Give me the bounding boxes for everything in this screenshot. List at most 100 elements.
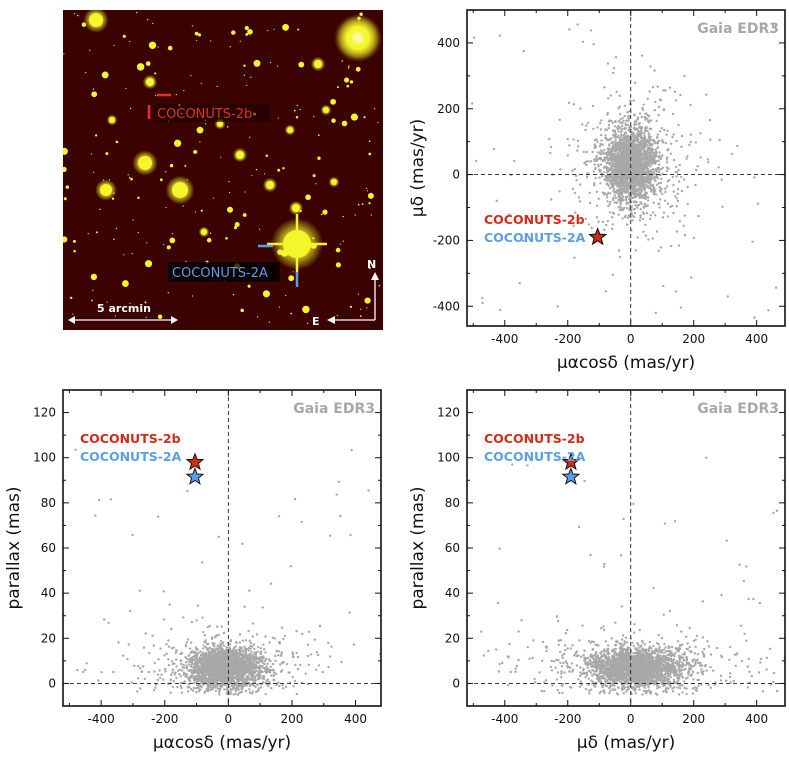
scatter-point bbox=[603, 148, 606, 152]
scatter-point bbox=[640, 54, 644, 57]
scatter-point bbox=[642, 186, 645, 189]
scatter-point bbox=[682, 178, 686, 181]
scatter-point bbox=[631, 168, 634, 171]
scatter-point bbox=[179, 681, 183, 685]
scatter-point bbox=[264, 635, 267, 638]
scatter-point bbox=[627, 175, 630, 178]
scatter-outlier bbox=[736, 144, 739, 148]
scatter-point bbox=[182, 663, 185, 666]
scatter-point bbox=[198, 678, 201, 681]
sky-star bbox=[165, 171, 167, 173]
scatter-point bbox=[631, 214, 634, 217]
scatter-point bbox=[617, 136, 620, 139]
scatter-outlier bbox=[550, 198, 553, 201]
scatter-outlier bbox=[513, 159, 516, 163]
scatter-point bbox=[619, 118, 622, 121]
y-tick-label: -400 bbox=[433, 299, 460, 313]
sky-star bbox=[92, 88, 95, 90]
scatter-point bbox=[638, 151, 641, 155]
scatter-point bbox=[195, 674, 198, 678]
scatter-point bbox=[261, 662, 265, 665]
scatter-point bbox=[620, 164, 623, 167]
scatter-point bbox=[640, 187, 643, 190]
scatter-point bbox=[617, 189, 621, 192]
scatter-point bbox=[649, 214, 652, 217]
scatter-point bbox=[592, 170, 596, 173]
scatter-point bbox=[603, 171, 606, 174]
sky-star bbox=[73, 250, 76, 253]
scatter-point bbox=[651, 237, 654, 240]
scatter-point bbox=[596, 126, 599, 129]
sky-star bbox=[357, 203, 360, 206]
scatter-point bbox=[652, 192, 656, 196]
scatter-point bbox=[674, 99, 677, 102]
sky-star bbox=[159, 178, 163, 182]
scatter-point bbox=[644, 126, 647, 129]
scatter-point bbox=[686, 202, 689, 206]
sky-star bbox=[293, 109, 296, 112]
sky-star bbox=[200, 209, 203, 212]
sky-star bbox=[210, 40, 212, 42]
sky-star bbox=[247, 284, 251, 288]
scatter-point bbox=[264, 651, 267, 654]
scatter-point bbox=[659, 99, 663, 102]
scatter-outlier bbox=[604, 290, 608, 293]
scatter-point bbox=[642, 149, 646, 152]
scatter-point bbox=[620, 133, 623, 136]
scatter-point bbox=[644, 136, 647, 139]
scatter-point bbox=[625, 168, 628, 171]
scatter-point bbox=[614, 132, 618, 136]
scatter-point bbox=[204, 639, 207, 642]
sky-star bbox=[348, 65, 350, 67]
scatter-outlier bbox=[548, 137, 551, 141]
sky-star bbox=[99, 208, 101, 211]
scatter-point bbox=[197, 664, 200, 667]
scatter-point bbox=[676, 199, 680, 203]
scatter-point bbox=[257, 646, 260, 649]
scatter-point bbox=[643, 131, 646, 134]
scatter-point bbox=[626, 190, 630, 193]
compass-north-label: N bbox=[367, 258, 376, 271]
scatter-point bbox=[154, 683, 158, 686]
scatter-point bbox=[655, 193, 658, 196]
scatter-point bbox=[658, 130, 662, 133]
scatter-point bbox=[621, 160, 624, 163]
scatter-outlier bbox=[709, 138, 712, 141]
scatter-point bbox=[648, 137, 651, 140]
scatter-point bbox=[156, 673, 160, 676]
scatter-point bbox=[621, 191, 624, 195]
scale-bar-left-arrow bbox=[68, 316, 75, 324]
scatter-point bbox=[576, 139, 580, 142]
scatter-point bbox=[643, 205, 646, 208]
scatter-point bbox=[635, 128, 638, 131]
scatter-point bbox=[623, 215, 627, 219]
scatter-point bbox=[665, 166, 668, 169]
scatter-point bbox=[662, 284, 665, 288]
plot-frame bbox=[466, 9, 786, 327]
scatter-point bbox=[279, 663, 282, 666]
x-tick-label: 200 bbox=[682, 332, 705, 346]
sky-star bbox=[368, 266, 371, 270]
scatter-point bbox=[251, 645, 254, 648]
scatter-point bbox=[640, 194, 643, 197]
scatter-point bbox=[242, 683, 245, 686]
scatter-point bbox=[629, 161, 632, 164]
scatter-point bbox=[695, 168, 698, 172]
sky-star bbox=[245, 32, 249, 36]
scatter-point bbox=[317, 653, 320, 657]
scatter-point bbox=[652, 170, 655, 173]
scatter-point bbox=[612, 212, 616, 215]
compass-east-label: E bbox=[312, 315, 320, 328]
sky-star bbox=[77, 14, 79, 17]
scatter-point bbox=[638, 130, 642, 134]
scatter-point bbox=[649, 155, 652, 158]
scatter-point bbox=[664, 190, 667, 194]
scatter-point bbox=[270, 674, 273, 677]
scatter-point bbox=[623, 133, 626, 137]
y-tick-label: -200 bbox=[433, 233, 460, 247]
sky-star bbox=[242, 213, 247, 217]
scatter-point bbox=[640, 189, 644, 192]
scatter-point bbox=[636, 236, 639, 239]
scatter-point bbox=[608, 119, 611, 122]
scatter-point bbox=[612, 196, 615, 200]
